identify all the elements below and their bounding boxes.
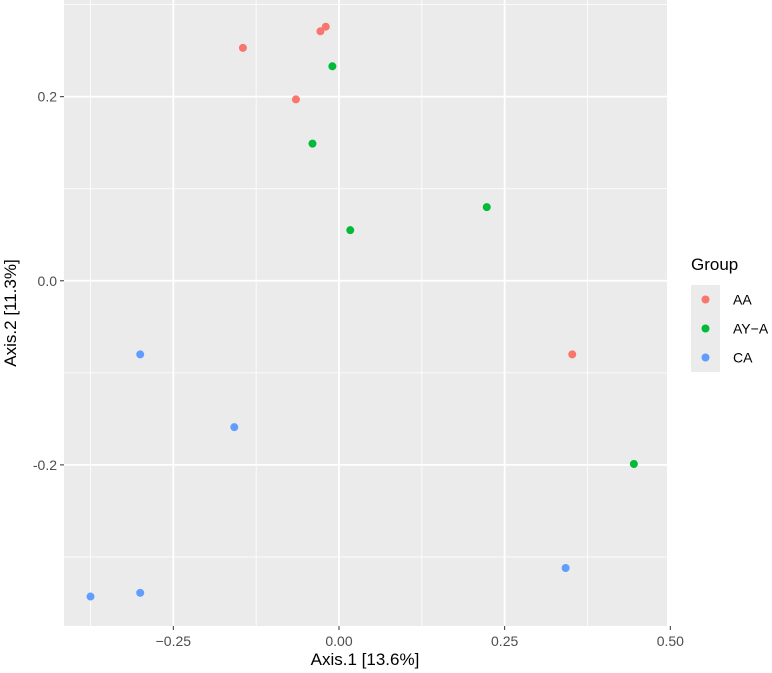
legend-label: AY−A bbox=[733, 321, 769, 337]
data-point-ay-a bbox=[346, 226, 355, 235]
y-tick-label: 0.2 bbox=[38, 89, 58, 105]
legend-label: AA bbox=[733, 292, 752, 308]
minor-gridlines bbox=[64, 0, 667, 626]
y-tick-label: 0.0 bbox=[38, 273, 58, 289]
data-point-ca bbox=[86, 592, 95, 601]
x-tick-label: 0.00 bbox=[325, 633, 352, 649]
data-point-ca bbox=[230, 423, 239, 432]
data-point-aa bbox=[316, 27, 325, 36]
x-tick-label: 0.25 bbox=[491, 633, 518, 649]
plot-panel bbox=[64, 0, 667, 626]
data-point-aa bbox=[291, 95, 300, 104]
y-axis-title: Axis.2 [11.3%] bbox=[1, 259, 20, 366]
legend-label: CA bbox=[733, 350, 753, 366]
data-point-ca bbox=[136, 588, 145, 597]
data-point-aa bbox=[568, 350, 577, 359]
data-point-ay-a bbox=[308, 139, 317, 148]
legend: Group AA AY−A CA bbox=[691, 255, 769, 372]
x-tick-label: −0.25 bbox=[156, 633, 192, 649]
y-tick-label: -0.2 bbox=[33, 457, 57, 473]
legend-title: Group bbox=[691, 255, 738, 274]
data-point-ay-a bbox=[482, 203, 491, 212]
data-point-ay-a bbox=[328, 62, 337, 71]
x-axis-title: Axis.1 [13.6%] bbox=[311, 650, 420, 669]
legend-key-point bbox=[701, 324, 710, 333]
x-axis-ticks: −0.25 0.00 0.25 0.50 bbox=[156, 626, 684, 649]
data-point-aa bbox=[238, 43, 247, 52]
legend-key-point bbox=[701, 295, 710, 304]
data-point-ca bbox=[136, 350, 145, 359]
y-axis-ticks: -0.2 0.0 0.2 bbox=[33, 89, 64, 473]
x-tick-label: 0.50 bbox=[657, 633, 684, 649]
major-gridlines bbox=[64, 0, 672, 626]
data-point-ay-a bbox=[629, 459, 638, 468]
data-point-aa bbox=[321, 22, 330, 31]
data-points bbox=[86, 22, 638, 601]
legend-items: AA AY−A CA bbox=[691, 285, 769, 372]
data-point-ca bbox=[561, 564, 570, 573]
legend-key-point bbox=[701, 353, 710, 362]
